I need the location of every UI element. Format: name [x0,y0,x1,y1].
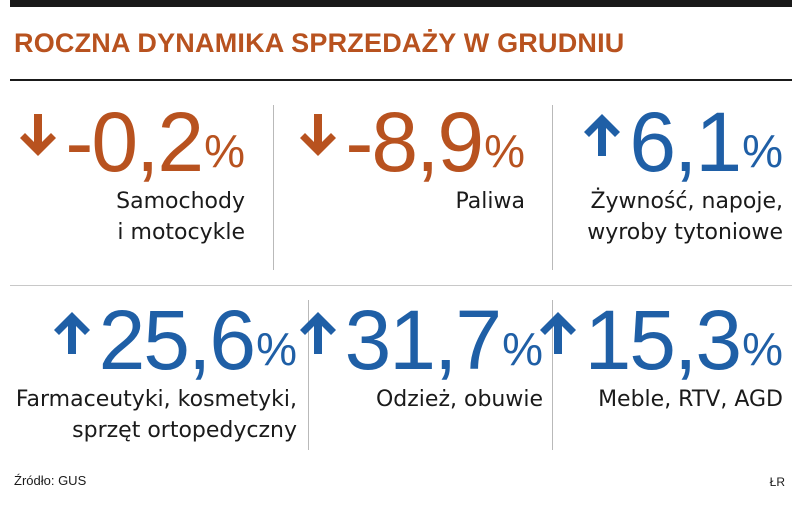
column-divider [273,105,274,270]
stat-label-line: wyroby tytoniowe [587,220,783,245]
stat-number: -0,2 [65,95,204,189]
stat-label-line: Farmaceutyki, kosmetyki, [15,387,297,412]
stat-label-line: sprzęt ortopedyczny [72,418,297,443]
title-rule [10,79,792,81]
stat-farmaceutyki: 25,6% Farmaceutyki, kosmetyki, sprzęt orto… [16,298,297,446]
stat-value: 6,1% [583,100,783,184]
stat-label-line: Żywność, napoje, [590,189,783,214]
arrow-up-icon [539,310,577,356]
stat-label: Odzież, obuwie [299,384,543,415]
row-divider [10,285,792,286]
stat-number: 25,6 [98,293,256,387]
arrow-up-icon [53,310,91,356]
stat-number: 31,7 [344,293,502,387]
arrow-down-icon [19,112,57,158]
stat-number: 6,1 [629,95,742,189]
stat-percent-sign: % [204,125,245,177]
stat-paliwa: -8,9% Paliwa [299,100,525,217]
source-note: Źródło: GUS [14,473,87,488]
stat-label: Paliwa [299,186,525,217]
top-rule [10,0,792,7]
stat-percent-sign: % [484,125,525,177]
stat-label-line: Samochody [116,189,245,214]
stat-zywnosc: 6,1% Żywność, napoje, wyroby tytoniowe [583,100,783,248]
column-divider [552,300,553,450]
stat-percent-sign: % [742,125,783,177]
column-divider [308,300,309,450]
stat-label-line: Paliwa [455,189,525,214]
stat-number: -8,9 [345,95,484,189]
stat-percent-sign: % [742,323,783,375]
stat-percent-sign: % [256,323,297,375]
stat-label-line: Meble, RTV, AGD [598,387,783,412]
stat-value: 15,3% [539,298,783,382]
stat-odziez: 31,7% Odzież, obuwie [299,298,543,415]
stat-meble: 15,3% Meble, RTV, AGD [539,298,783,415]
stat-label: Żywność, napoje, wyroby tytoniowe [583,186,783,248]
stat-value: -8,9% [299,100,525,184]
stat-value: 31,7% [299,298,543,382]
stat-label: Samochody i motocykle [19,186,245,248]
arrow-up-icon [299,310,337,356]
stat-label-line: Odzież, obuwie [375,387,543,412]
arrow-down-icon [299,112,337,158]
stat-label-line: i motocykle [117,220,245,245]
stat-label: Meble, RTV, AGD [539,384,783,415]
author-signature: ŁR [769,475,785,489]
stat-percent-sign: % [502,323,543,375]
stat-number: 15,3 [584,293,742,387]
stat-value: 25,6% [16,298,297,382]
stat-value: -0,2% [19,100,245,184]
arrow-up-icon [583,112,621,158]
chart-title: ROCZNA DYNAMIKA SPRZEDAŻY W GRUDNIU [14,28,625,58]
column-divider [552,105,553,270]
stat-label: Farmaceutyki, kosmetyki, sprzęt ortopedyc… [16,384,297,446]
stat-samochody: -0,2% Samochody i motocykle [19,100,245,248]
